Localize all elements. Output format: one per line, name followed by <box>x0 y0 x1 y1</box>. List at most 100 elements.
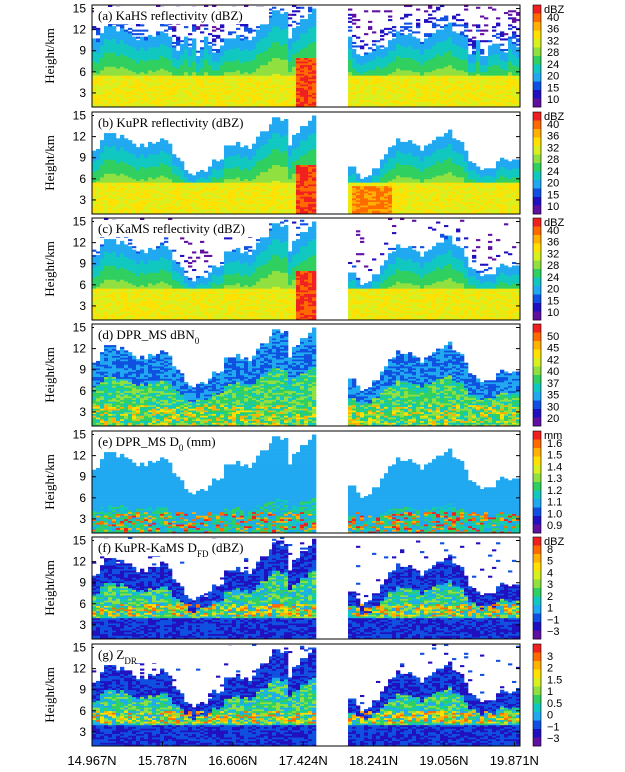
heatmap-cell <box>252 72 256 74</box>
heatmap-cell <box>292 70 296 72</box>
heatmap-cell <box>216 56 220 58</box>
heatmap-cell <box>308 9 312 11</box>
heatmap-cell <box>128 100 132 102</box>
heatmap-cell <box>348 17 352 19</box>
heatmap-cell <box>136 77 140 79</box>
heatmap-cell <box>96 52 100 54</box>
heatmap-cell <box>276 26 280 28</box>
heatmap-cell <box>220 77 224 79</box>
heatmap-cell <box>160 88 164 90</box>
heatmap-cell <box>144 103 148 105</box>
heatmap-cell <box>200 98 204 100</box>
heatmap-cell <box>312 35 316 37</box>
heatmap-cell <box>276 35 280 37</box>
heatmap-cell <box>272 37 276 39</box>
heatmap-cell <box>184 52 188 54</box>
heatmap-cell <box>252 45 256 47</box>
heatmap-cell <box>220 72 224 74</box>
heatmap-cell <box>228 58 232 60</box>
heatmap-cell <box>268 91 272 93</box>
heatmap-cell <box>192 84 196 86</box>
heatmap-cell <box>204 100 208 102</box>
heatmap-cell <box>348 79 352 81</box>
heatmap-cell <box>272 44 276 46</box>
heatmap-cell <box>184 79 188 81</box>
heatmap-cell <box>356 81 360 83</box>
heatmap-cell <box>104 96 108 98</box>
heatmap-cell <box>232 81 236 83</box>
heatmap-cell <box>276 100 280 102</box>
heatmap-cell <box>204 103 208 105</box>
heatmap-cell <box>244 56 248 58</box>
heatmap-cell <box>232 38 236 40</box>
heatmap-cell <box>280 81 284 83</box>
heatmap-cell <box>360 47 364 49</box>
heatmap-cell <box>368 28 372 30</box>
heatmap-cell <box>176 86 180 88</box>
heatmap-cell <box>220 82 224 84</box>
heatmap-cell <box>132 45 136 47</box>
heatmap-cell <box>292 88 296 90</box>
heatmap-cell <box>156 65 160 67</box>
heatmap-cell <box>148 40 152 42</box>
heatmap-cell <box>216 100 220 102</box>
heatmap-cell <box>92 103 96 105</box>
heatmap-cell <box>372 86 376 88</box>
heatmap-cell <box>148 58 152 60</box>
heatmap-cell <box>260 95 264 97</box>
heatmap-cell <box>256 58 260 60</box>
heatmap-cell <box>196 26 200 28</box>
heatmap-cell <box>296 7 300 9</box>
heatmap-cell <box>276 58 280 60</box>
heatmap-cell <box>120 26 124 28</box>
heatmap-cell <box>292 56 296 58</box>
heatmap-cell <box>256 37 260 39</box>
heatmap-cell <box>160 56 164 58</box>
heatmap-cell <box>92 77 96 79</box>
heatmap-cell <box>124 70 128 72</box>
heatmap-cell <box>116 37 120 39</box>
heatmap-cell <box>156 84 160 86</box>
heatmap-cell <box>116 98 120 100</box>
heatmap-cell <box>352 103 356 105</box>
heatmap-cell <box>232 100 236 102</box>
heatmap-cell <box>264 42 268 44</box>
heatmap-cell <box>104 61 108 63</box>
heatmap-cell <box>152 56 156 58</box>
heatmap-cell <box>268 65 272 67</box>
heatmap-cell <box>288 74 292 76</box>
heatmap-cell <box>312 61 316 63</box>
heatmap-cell <box>208 79 212 81</box>
heatmap-cell <box>140 30 144 32</box>
heatmap-cell <box>260 81 264 83</box>
heatmap-cell <box>280 30 284 32</box>
heatmap-cell <box>388 61 392 63</box>
heatmap-cell <box>240 98 244 100</box>
heatmap-cell <box>280 42 284 44</box>
heatmap-cell <box>100 88 104 90</box>
heatmap-cell <box>104 74 108 76</box>
heatmap-cell <box>300 74 304 76</box>
heatmap-cell <box>172 65 176 67</box>
heatmap-cell <box>252 61 256 63</box>
heatmap-cell <box>96 47 100 49</box>
heatmap-cell <box>364 88 368 90</box>
heatmap-cell <box>220 52 224 54</box>
heatmap-cell <box>148 47 152 49</box>
heatmap-cell <box>348 72 352 74</box>
heatmap-cell <box>284 82 288 84</box>
heatmap-cell <box>104 103 108 105</box>
heatmap-cell <box>252 96 256 98</box>
heatmap-cell <box>392 70 396 72</box>
heatmap-cell <box>180 61 184 63</box>
heatmap-cell <box>240 84 244 86</box>
heatmap-cell <box>136 96 140 98</box>
heatmap-cell <box>136 103 140 105</box>
heatmap-cell <box>172 74 176 76</box>
heatmap-cell <box>296 86 300 88</box>
heatmap-cell <box>96 74 100 76</box>
heatmap-cell <box>200 54 204 56</box>
heatmap-cell <box>168 82 172 84</box>
heatmap-cell <box>132 47 136 49</box>
heatmap-cell <box>264 72 268 74</box>
